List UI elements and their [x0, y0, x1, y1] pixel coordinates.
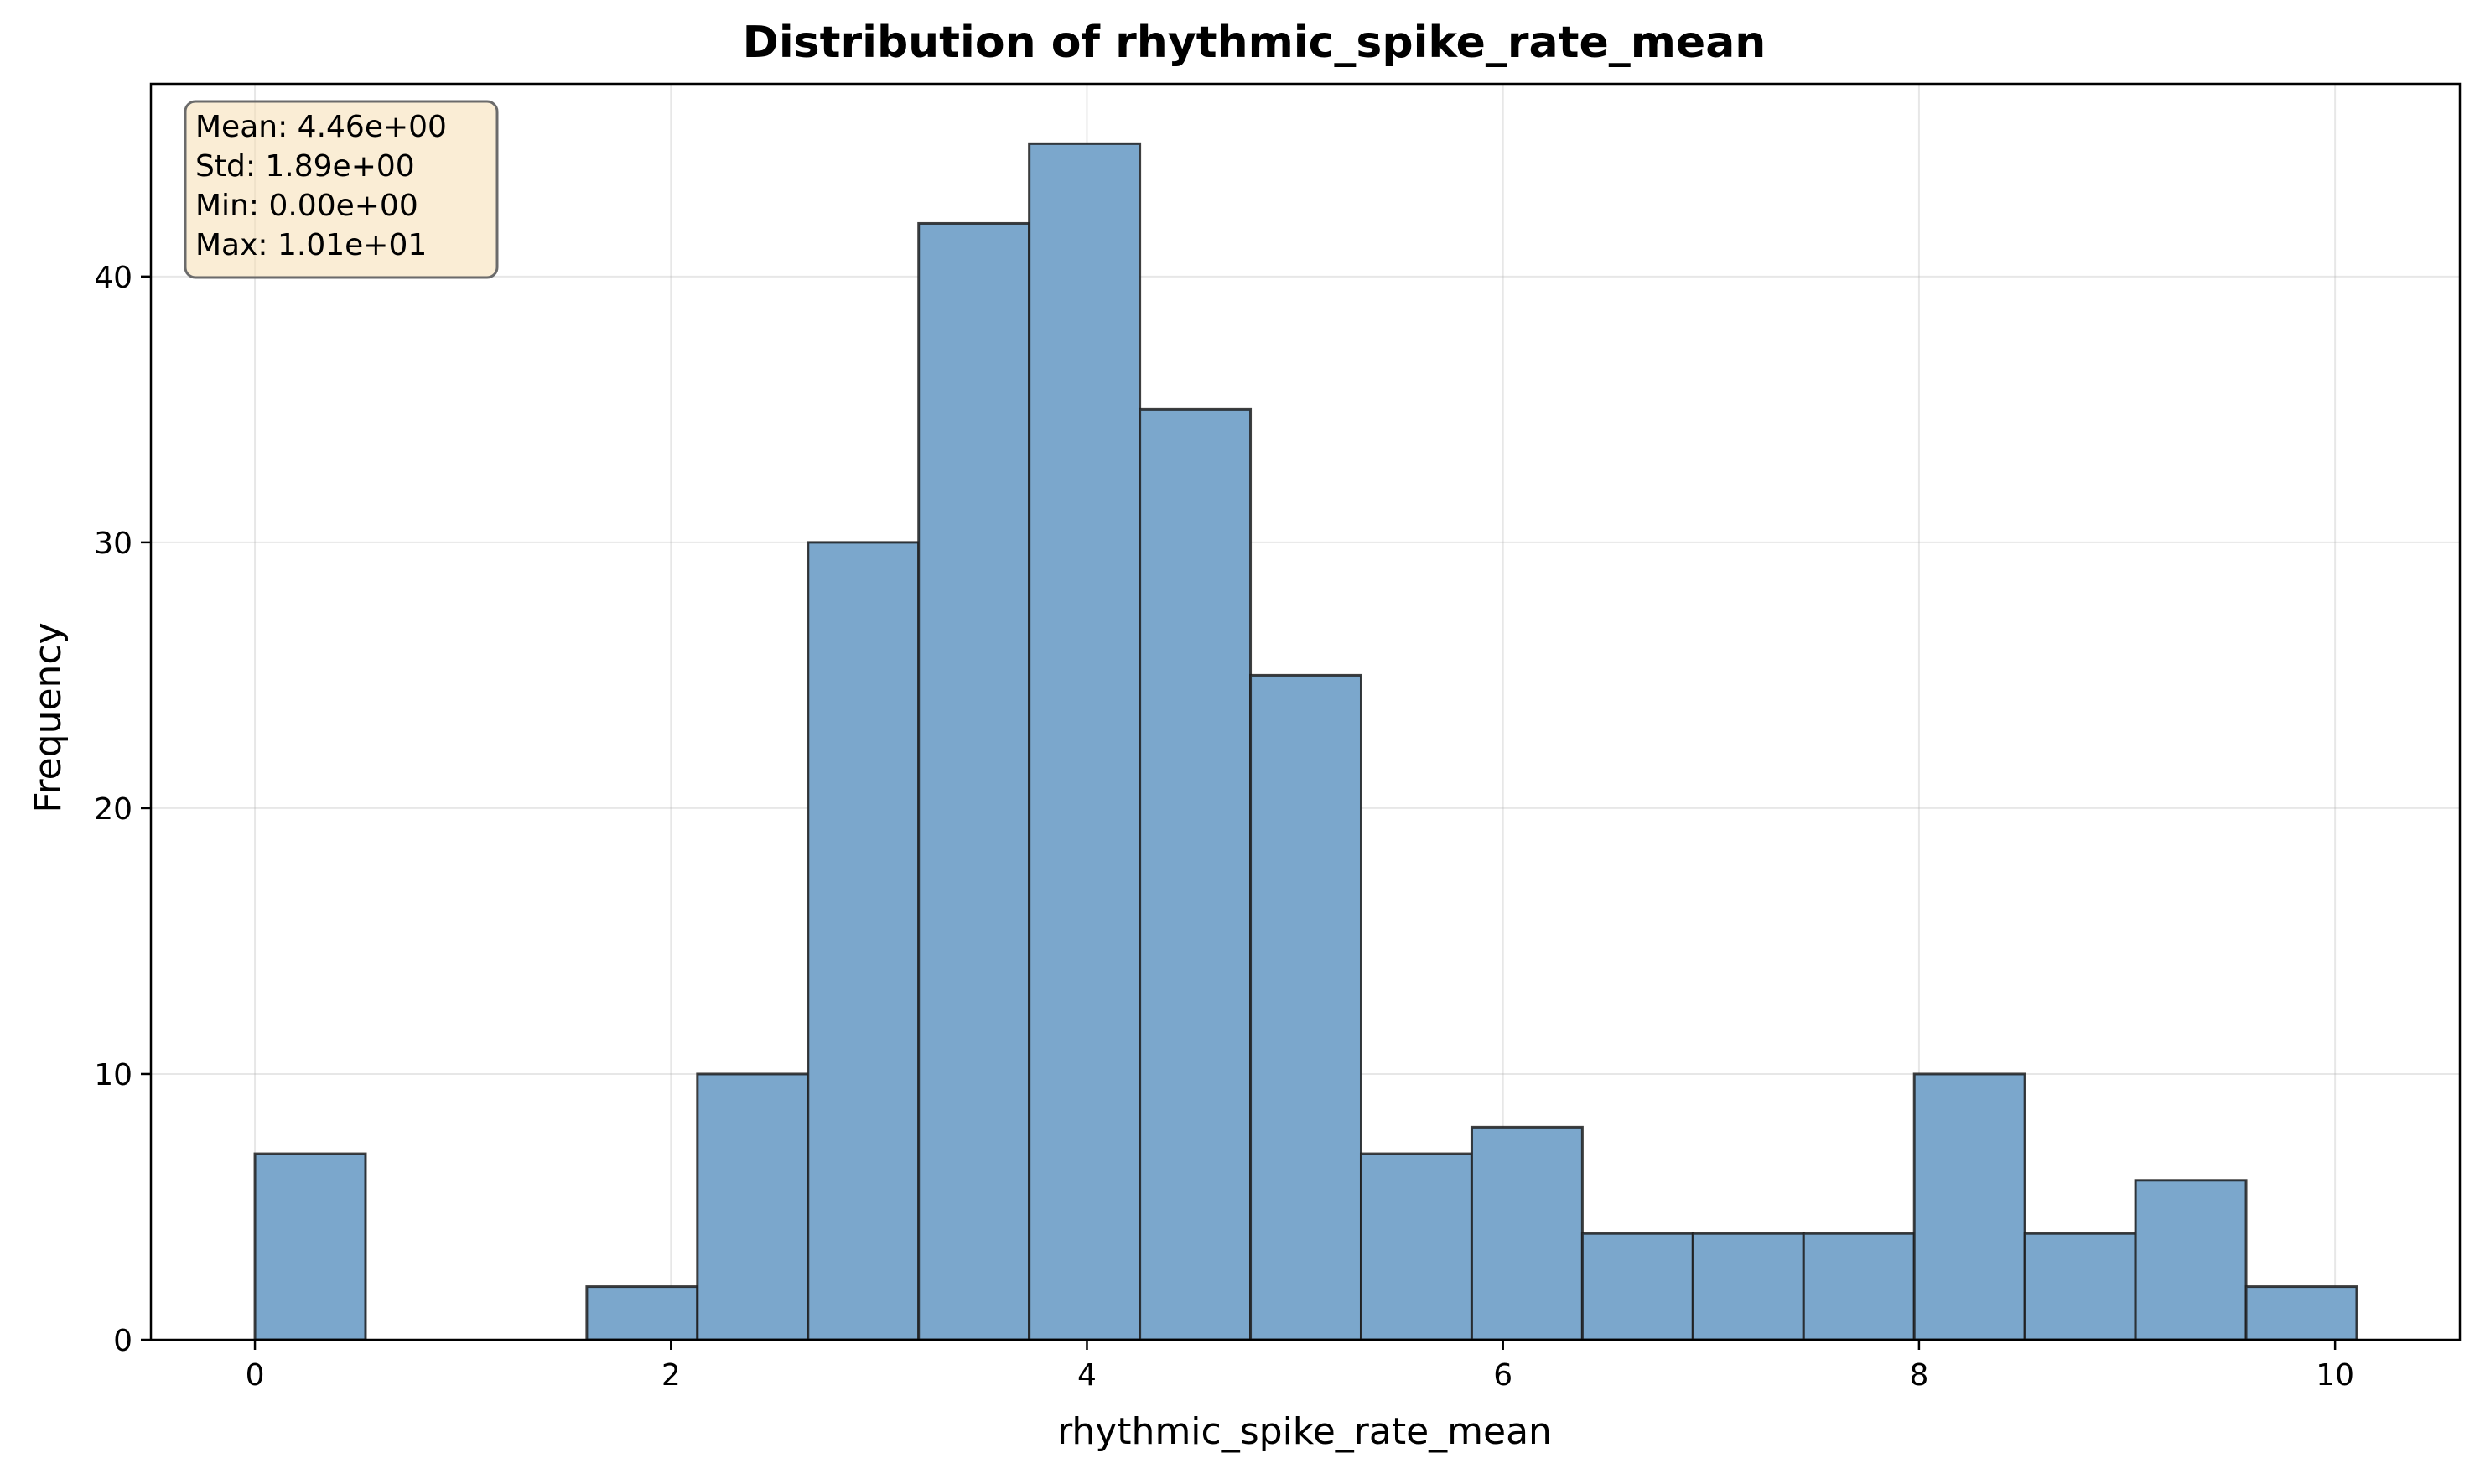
histogram-bar [2023, 1232, 2137, 1341]
x-tick-label: 2 [661, 1358, 681, 1393]
stats-max: Max: 1.01e+01 [195, 228, 427, 262]
x-tick-label: 6 [1493, 1358, 1512, 1393]
histogram-bar [2134, 1179, 2248, 1341]
histogram-bar [1912, 1072, 2026, 1341]
y-tick-label: 10 [94, 1058, 132, 1092]
stats-box-background [184, 100, 499, 279]
x-tick-label: 8 [1909, 1358, 1928, 1393]
plot-area-frame [149, 82, 2462, 1341]
histogram-bar [1691, 1232, 1805, 1341]
y-tick-label: 20 [94, 792, 132, 827]
histogram-bar [1249, 673, 1362, 1341]
histogram-bar [1139, 407, 1253, 1341]
histogram-bar [2244, 1285, 2358, 1341]
histogram-bar [696, 1072, 810, 1341]
histogram-bar [1470, 1125, 1584, 1341]
axis-ticks: 0 2 4 6 8 10 0 10 20 30 40 [94, 261, 2354, 1393]
histogram-bar [1802, 1232, 1916, 1341]
histogram-bar [1028, 142, 1142, 1341]
y-tick-label: 40 [94, 261, 132, 295]
x-tick-label: 10 [2316, 1358, 2354, 1393]
x-axis-label: rhythmic_spike_rate_mean [1057, 1410, 1552, 1453]
histogram-bar [1359, 1152, 1473, 1341]
histogram-bar [585, 1285, 699, 1341]
x-tick-label: 4 [1077, 1358, 1097, 1393]
chart-title: Distribution of rhythmic_spike_rate_mean [743, 18, 1766, 68]
y-tick-label: 30 [94, 527, 132, 561]
histogram-bar [253, 1152, 367, 1341]
x-tick-label: 0 [246, 1358, 265, 1393]
stats-min: Min: 0.00e+00 [195, 189, 418, 223]
histogram-bars [253, 142, 2358, 1341]
stats-mean: Mean: 4.46e+00 [195, 110, 447, 144]
histogram-bar [1580, 1232, 1694, 1341]
y-axis-label: Frequency [27, 622, 70, 812]
stats-std: Std: 1.89e+00 [195, 149, 415, 184]
y-tick-label: 0 [113, 1324, 132, 1358]
histogram-bar [917, 221, 1031, 1341]
histogram-bar [807, 541, 921, 1341]
summary-stats-box: Mean: 4.46e+00 Std: 1.89e+00 Min: 0.00e+… [184, 100, 499, 279]
